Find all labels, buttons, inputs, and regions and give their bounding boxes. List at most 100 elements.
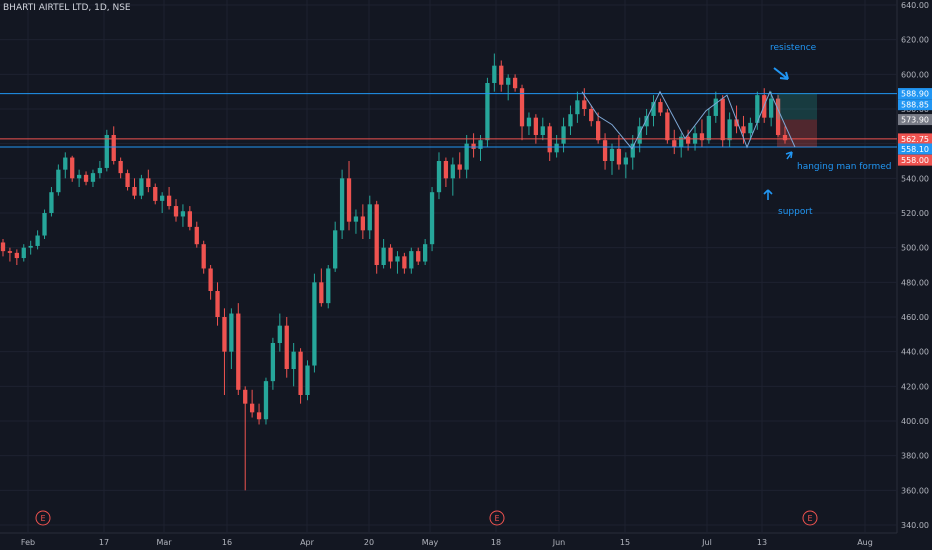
price-label: 588.85 xyxy=(901,101,929,110)
support-annotation: support xyxy=(778,207,813,217)
candle xyxy=(0,242,6,252)
y-tick-label: 600.00 xyxy=(901,70,929,79)
trend-line xyxy=(581,90,796,150)
candle xyxy=(35,235,40,246)
candle xyxy=(166,195,172,207)
candle xyxy=(748,122,753,134)
candle xyxy=(658,102,663,113)
candle xyxy=(596,121,601,141)
candle xyxy=(173,206,179,217)
y-tick-label: 420.00 xyxy=(901,382,929,391)
candle xyxy=(146,178,151,187)
candle xyxy=(637,126,642,144)
candle xyxy=(512,77,518,89)
price-label-box xyxy=(898,88,932,100)
stop-zone xyxy=(777,119,817,147)
earnings-marker-label: E xyxy=(494,514,499,523)
candle xyxy=(568,114,573,127)
candle xyxy=(782,135,788,141)
y-tick-label: 640.00 xyxy=(901,1,929,10)
candle xyxy=(623,157,628,165)
candle xyxy=(665,112,670,141)
hanging-man-annotation: hanging man formed xyxy=(797,162,892,172)
x-tick-label: 13 xyxy=(757,538,767,547)
price-label-box xyxy=(898,143,932,155)
candle xyxy=(160,195,165,201)
price-label-box xyxy=(898,154,932,166)
candle xyxy=(229,313,234,352)
candle xyxy=(21,247,26,259)
candle xyxy=(672,140,677,148)
earnings-marker-label: E xyxy=(807,514,812,523)
candle xyxy=(284,325,289,369)
price-label: 558.10 xyxy=(901,145,929,154)
candle xyxy=(409,251,414,269)
candle xyxy=(42,213,47,236)
candle xyxy=(402,256,407,269)
candle xyxy=(651,102,656,116)
candle xyxy=(582,100,587,109)
candle xyxy=(263,381,269,420)
candle xyxy=(755,95,760,123)
x-tick-label: Jun xyxy=(552,538,566,547)
candle xyxy=(727,119,732,141)
candle xyxy=(533,117,539,135)
x-tick-label: 17 xyxy=(99,538,109,547)
candle xyxy=(298,351,303,395)
candle xyxy=(644,115,649,127)
candle xyxy=(97,167,103,174)
y-tick-label: 480.00 xyxy=(901,278,929,287)
candle xyxy=(561,126,566,144)
candle xyxy=(305,365,310,395)
candle xyxy=(360,216,366,231)
y-tick-label: 380.00 xyxy=(901,452,929,461)
y-tick-label: 440.00 xyxy=(901,348,929,357)
candle xyxy=(519,88,525,127)
candle xyxy=(381,247,386,265)
candle xyxy=(685,136,691,144)
candle xyxy=(249,403,255,413)
candle xyxy=(243,389,248,404)
price-label-box xyxy=(898,114,932,126)
candle xyxy=(201,244,206,269)
candle xyxy=(464,143,469,170)
candle xyxy=(506,77,511,85)
candle xyxy=(14,252,19,259)
candle xyxy=(187,211,192,227)
price-label-box xyxy=(898,133,932,145)
candle xyxy=(741,126,746,134)
price-label: 562.75 xyxy=(901,135,929,144)
price-label-box xyxy=(898,99,932,111)
candle xyxy=(28,245,33,248)
candle xyxy=(7,251,13,253)
candle xyxy=(346,178,352,222)
candle xyxy=(374,204,379,265)
candle xyxy=(70,157,75,179)
y-tick-label: 540.00 xyxy=(901,174,929,183)
candle xyxy=(125,173,130,187)
candle xyxy=(485,83,490,141)
price-label: 558.00 xyxy=(901,156,929,165)
candle xyxy=(699,133,705,141)
candle xyxy=(492,65,497,83)
earnings-marker xyxy=(802,510,818,526)
candle xyxy=(56,169,61,193)
x-tick-label: 18 xyxy=(491,538,501,547)
candle xyxy=(720,98,725,141)
candle xyxy=(222,317,227,352)
candle xyxy=(471,143,476,149)
candle xyxy=(395,256,400,262)
candle xyxy=(422,244,428,262)
x-tick-label: 16 xyxy=(222,538,232,547)
y-tick-label: 360.00 xyxy=(901,486,929,495)
candle xyxy=(319,282,324,304)
y-tick-label: 500.00 xyxy=(901,244,929,253)
candle xyxy=(609,148,615,161)
candle xyxy=(49,192,54,213)
candle xyxy=(575,100,580,115)
x-tick-label: Mar xyxy=(156,538,172,547)
candle xyxy=(194,226,199,245)
candle xyxy=(153,187,158,201)
candle xyxy=(256,412,262,420)
